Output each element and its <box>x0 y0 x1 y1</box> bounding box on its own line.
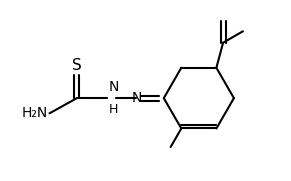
Text: H: H <box>109 103 118 116</box>
Text: S: S <box>72 58 82 73</box>
Text: N: N <box>131 91 141 105</box>
Text: H₂N: H₂N <box>22 106 48 120</box>
Text: N: N <box>109 81 119 94</box>
